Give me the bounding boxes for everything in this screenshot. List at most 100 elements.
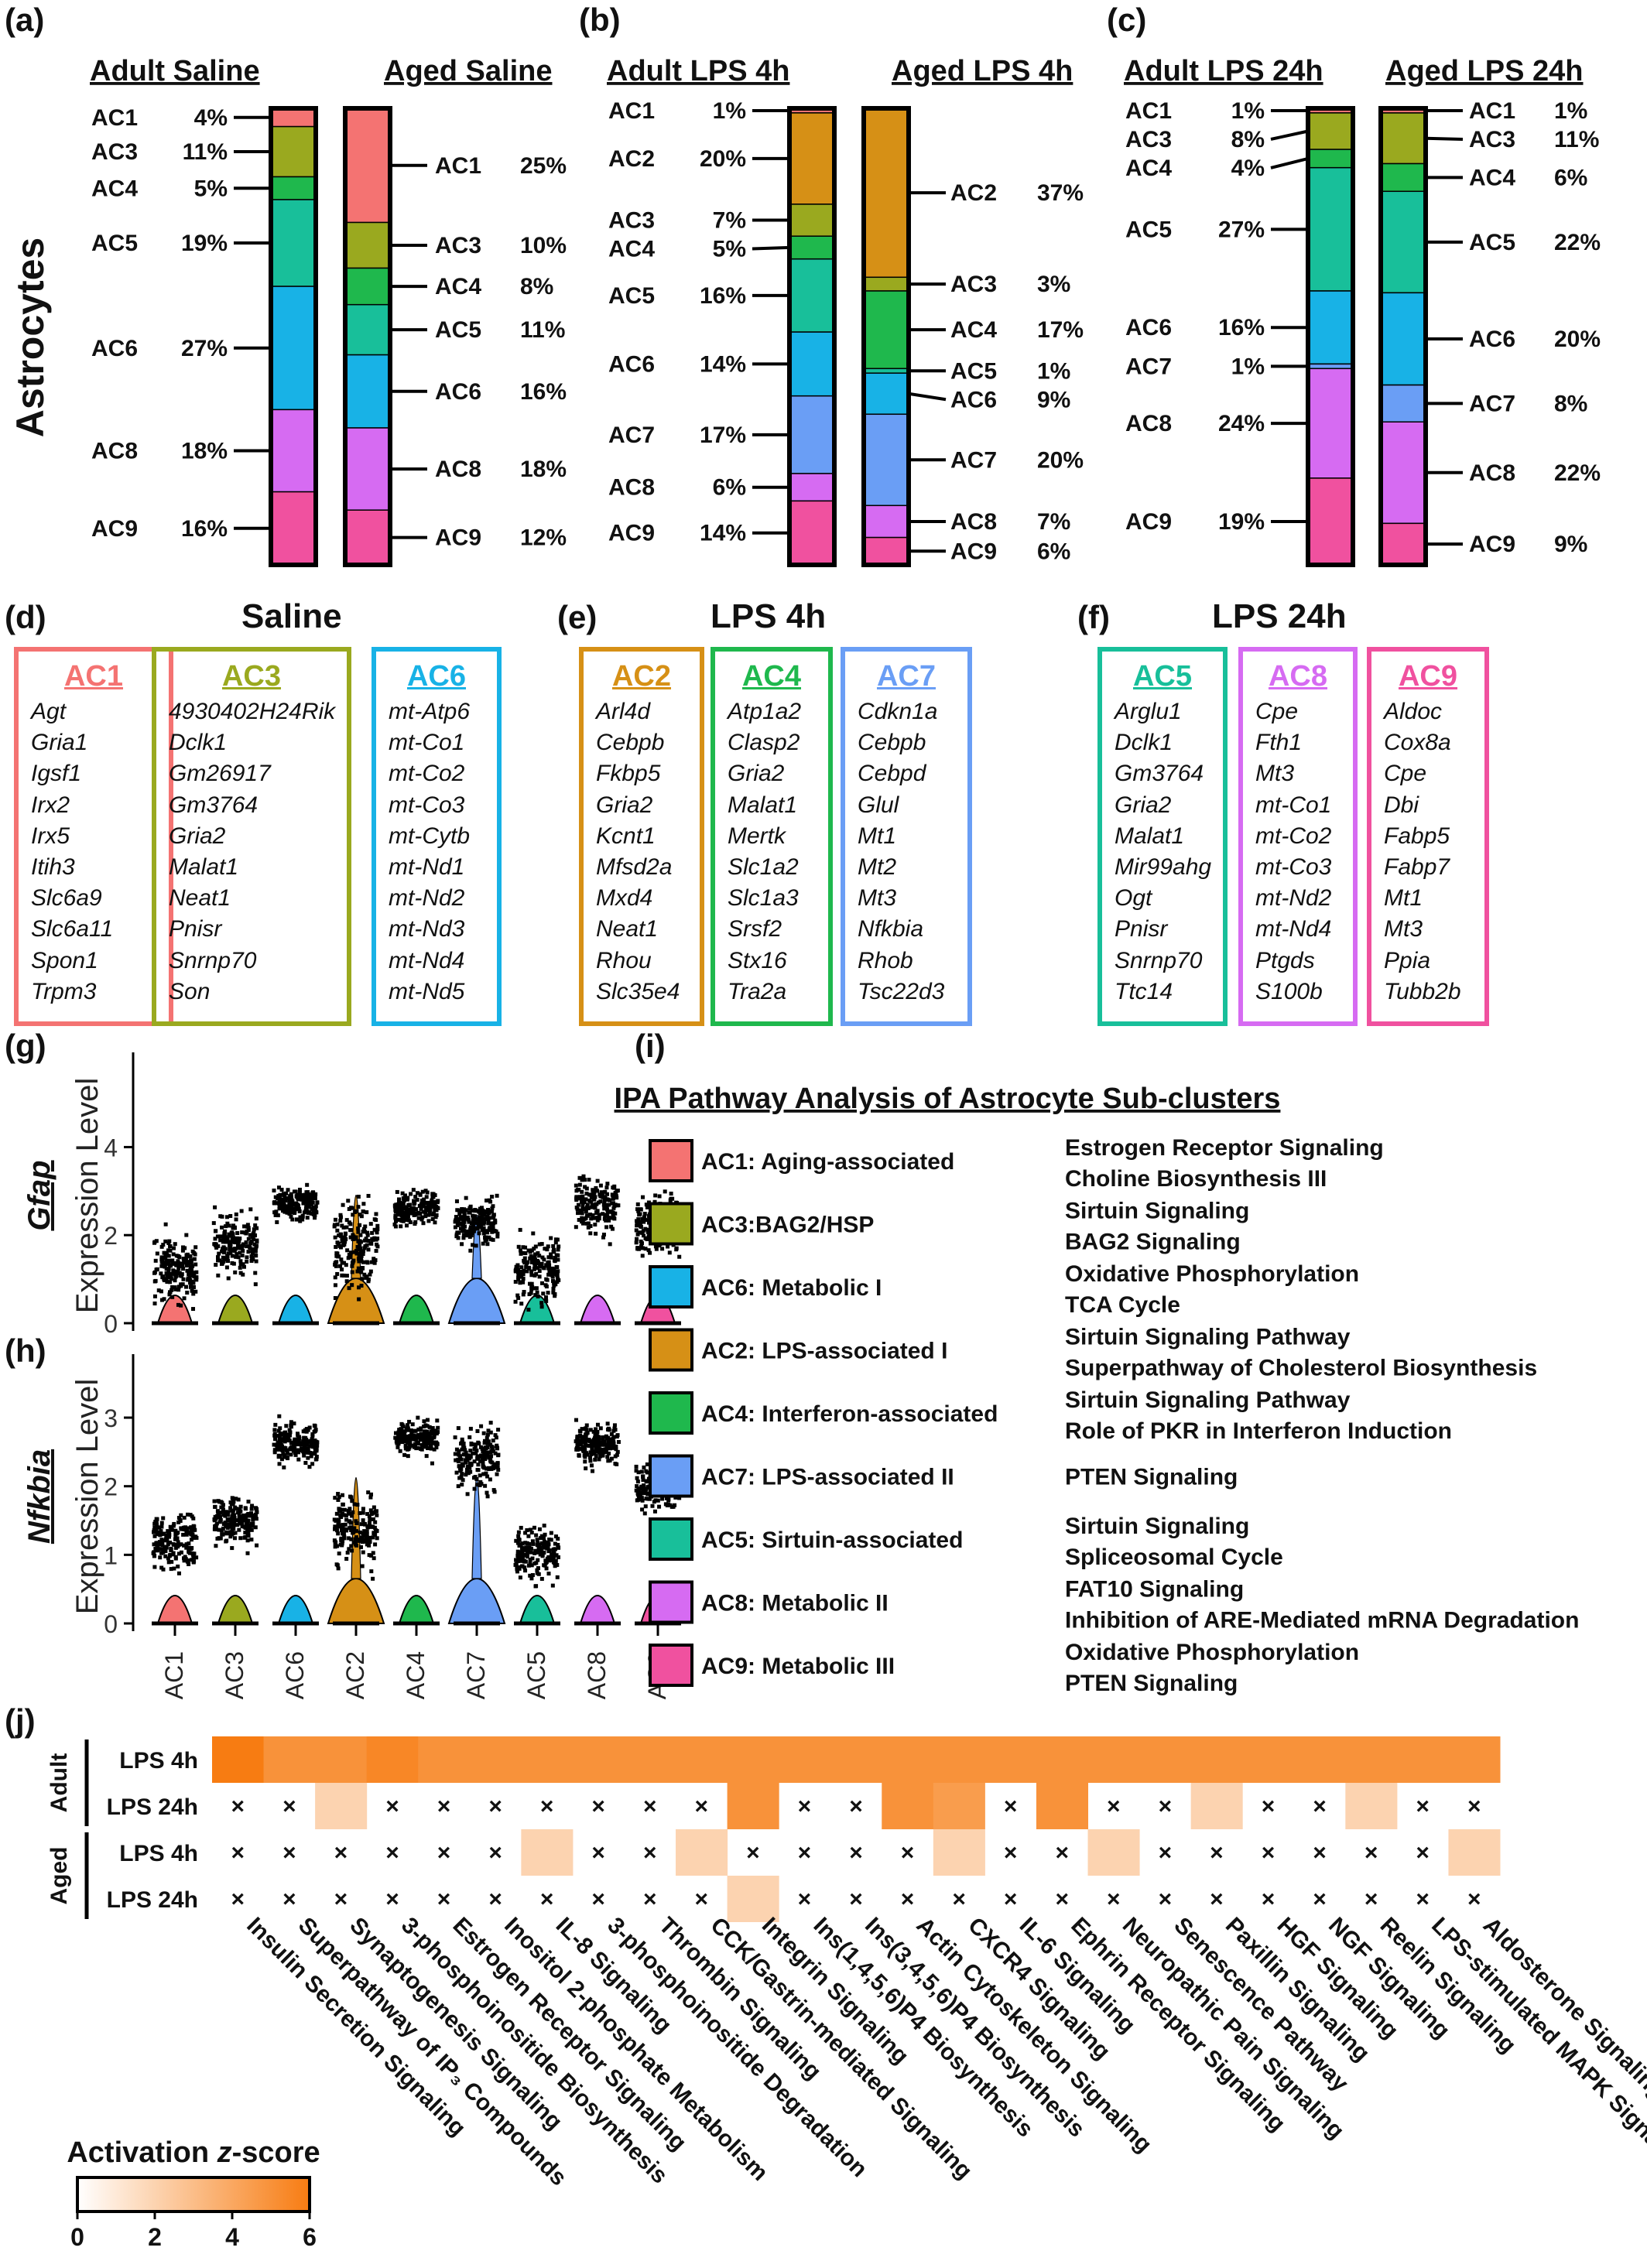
expression-point <box>366 1193 371 1198</box>
segment-percent-label: 22% <box>1554 460 1601 486</box>
expression-point <box>342 1527 347 1531</box>
expression-point <box>586 1438 591 1443</box>
expression-point <box>597 1438 601 1443</box>
segment-percent-label: 1% <box>1037 358 1070 384</box>
expression-point <box>531 1541 536 1546</box>
expression-point <box>163 1264 167 1269</box>
expression-point <box>246 1529 251 1534</box>
segment-percent-label: 16% <box>181 516 228 542</box>
expression-point <box>523 1541 528 1545</box>
expression-point <box>354 1535 359 1540</box>
bar-segment-AC5 <box>789 258 835 333</box>
expression-point <box>635 1202 640 1206</box>
gene-list: Arglu1 Dclk1 Gm3764 Gria2 Malat1 Mir99ahg Ogt P… <box>1115 696 1211 1007</box>
expression-point <box>579 1442 584 1447</box>
expression-point <box>611 1192 615 1197</box>
expression-point <box>348 1525 353 1530</box>
gene-name: Stx16 <box>728 947 787 973</box>
expression-point <box>306 1446 310 1451</box>
gene-name: Gm3764 <box>169 792 259 818</box>
expression-point <box>163 1538 168 1543</box>
expression-point <box>408 1439 413 1444</box>
expression-point <box>586 1206 591 1210</box>
expression-point <box>245 1255 249 1260</box>
expression-point <box>468 1227 473 1232</box>
gene-name: mt-Co1 <box>389 730 465 756</box>
expression-point <box>346 1199 351 1203</box>
expression-point <box>591 1469 595 1473</box>
expression-point <box>341 1502 345 1507</box>
expression-point <box>553 1271 558 1275</box>
gene-name: Snrnp70 <box>1115 947 1203 973</box>
gene-name: Irx5 <box>31 823 70 849</box>
expression-point <box>300 1196 305 1200</box>
segment-percent-label: 6% <box>713 475 746 501</box>
expression-point <box>401 1436 406 1441</box>
expression-point <box>347 1286 351 1291</box>
expression-point <box>153 1278 158 1283</box>
expression-point <box>241 1242 245 1247</box>
heatmap-na: × <box>849 1840 863 1866</box>
expression-point <box>297 1187 302 1192</box>
expression-point <box>481 1431 486 1435</box>
expression-point <box>163 1554 168 1558</box>
bar-outline <box>861 106 911 567</box>
expression-point <box>473 1475 478 1480</box>
expression-point <box>241 1517 245 1522</box>
heatmap-cell <box>366 1736 419 1783</box>
expression-point <box>166 1248 170 1253</box>
expression-point <box>601 1442 605 1447</box>
expression-point <box>486 1221 491 1226</box>
expression-point <box>427 1425 432 1429</box>
expression-point <box>491 1449 495 1453</box>
expression-point <box>574 1196 579 1201</box>
expression-point <box>532 1551 537 1555</box>
bar-segment-AC4 <box>1380 162 1426 193</box>
ipa-pathway: Choline Biosynthesis III <box>1065 1166 1327 1192</box>
expression-point <box>372 1261 377 1265</box>
segment-percent-label: 9% <box>1554 532 1587 557</box>
expression-point <box>406 1426 410 1431</box>
expression-point <box>427 1436 432 1441</box>
expression-point <box>312 1429 317 1434</box>
expression-point <box>605 1210 610 1215</box>
bar-segment-AC8 <box>344 427 391 511</box>
segment-percent-label: 22% <box>1554 230 1601 255</box>
expression-point <box>584 1443 589 1448</box>
expression-point <box>333 1541 337 1545</box>
expression-point <box>272 1201 277 1206</box>
expression-point <box>161 1516 166 1521</box>
expression-point <box>332 1224 337 1229</box>
segment-cluster-label: AC6 <box>608 351 655 377</box>
expression-point <box>543 1563 547 1568</box>
heatmap-na: × <box>437 1794 451 1819</box>
expression-point <box>608 1444 613 1449</box>
panel-label-f: (f) <box>1077 599 1110 635</box>
gene-name: Spon1 <box>31 947 98 973</box>
expression-point <box>494 1435 498 1440</box>
expression-point <box>361 1540 365 1544</box>
expression-point <box>356 1266 361 1271</box>
expression-point <box>553 1259 557 1264</box>
expression-point <box>396 1431 401 1435</box>
astrocytes-label: Astrocytes <box>9 238 52 437</box>
expression-point <box>526 1548 530 1553</box>
expression-point <box>231 1237 236 1241</box>
expression-point <box>580 1194 585 1199</box>
heatmap-na: × <box>437 1887 451 1912</box>
expression-point <box>535 1568 539 1572</box>
ipa-cluster-label: AC6: Metabolic I <box>701 1275 882 1301</box>
expression-point <box>352 1502 357 1507</box>
heatmap-na: × <box>282 1887 296 1912</box>
expression-point <box>493 1451 498 1456</box>
expression-point <box>250 1503 255 1508</box>
expression-point <box>223 1229 228 1233</box>
expression-point <box>373 1520 378 1524</box>
expression-point <box>159 1271 163 1276</box>
bar-segment-AC6 <box>1307 290 1354 365</box>
expression-point <box>166 1267 171 1271</box>
expression-point <box>185 1268 190 1273</box>
expression-point <box>159 1529 163 1534</box>
expression-point <box>356 1205 361 1209</box>
expression-point <box>350 1283 354 1288</box>
